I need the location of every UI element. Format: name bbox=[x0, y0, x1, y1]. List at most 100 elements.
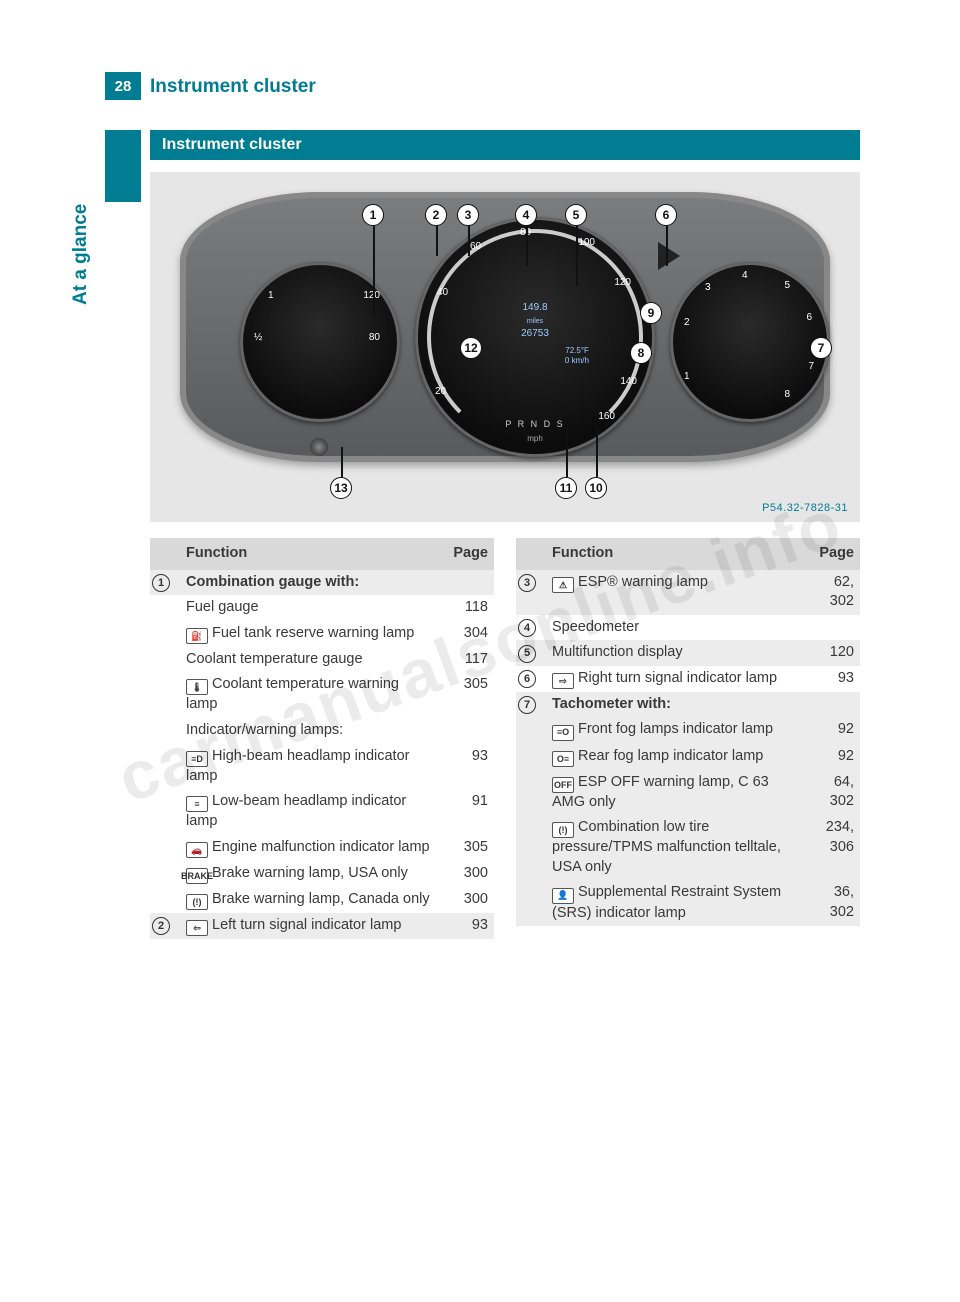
row-index bbox=[150, 721, 186, 741]
row-function: Tachometer with: bbox=[552, 695, 804, 715]
row-text: Low-beam headlamp indicator lamp bbox=[186, 793, 406, 829]
row-index bbox=[150, 890, 186, 910]
multifunction-display: 149.8 miles 26753 72.5°F 0 km/h bbox=[521, 301, 549, 367]
row-page: 120 bbox=[804, 643, 860, 663]
row-text: Speedometer bbox=[552, 619, 639, 635]
speedo-num: 20 bbox=[435, 386, 446, 397]
speedo-num: 120 bbox=[614, 277, 631, 288]
row-function: 🚗Engine malfunction indicator lamp bbox=[186, 838, 438, 858]
callout-11: 11 bbox=[555, 477, 577, 499]
table-row: 1Combination gauge with: bbox=[150, 570, 494, 596]
row-index: 1 bbox=[150, 573, 186, 593]
row-index bbox=[516, 720, 552, 740]
indicator-icon: ≡O bbox=[552, 725, 574, 741]
row-text: Brake warning lamp, USA only bbox=[212, 865, 408, 881]
row-page: 36,302 bbox=[804, 883, 860, 923]
row-page: 305 bbox=[438, 675, 494, 715]
row-index: 6 bbox=[516, 669, 552, 689]
callout-9: 9 bbox=[640, 302, 662, 324]
row-text: Supplemental Restraint System (SRS) indi… bbox=[552, 884, 781, 920]
indicator-icon: ⇨ bbox=[552, 673, 574, 689]
page-number: 28 bbox=[105, 72, 141, 100]
right-turn-arrow-icon bbox=[658, 242, 680, 270]
tach-num: 2 bbox=[684, 317, 690, 328]
row-function: ⇦Left turn signal indicator lamp bbox=[186, 916, 438, 936]
row-text: Rear fog lamp indicator lamp bbox=[578, 748, 763, 764]
row-index bbox=[516, 818, 552, 877]
row-page: 93 bbox=[438, 747, 494, 787]
row-page: 305 bbox=[438, 838, 494, 858]
callout-3: 3 bbox=[457, 204, 479, 226]
row-function: ≡Low-beam headlamp indicator lamp bbox=[186, 792, 438, 832]
row-index bbox=[150, 650, 186, 670]
row-index: 5 bbox=[516, 643, 552, 663]
row-index: 3 bbox=[516, 573, 552, 612]
row-page: 300 bbox=[438, 864, 494, 884]
callout-lead bbox=[596, 427, 598, 477]
row-text: Fuel gauge bbox=[186, 599, 259, 615]
row-page: 118 bbox=[438, 598, 494, 618]
tachometer: 1 2 3 4 5 6 7 8 bbox=[670, 262, 830, 422]
row-text: Front fog lamps indicator lamp bbox=[578, 721, 773, 737]
speedo-num: 160 bbox=[598, 411, 615, 422]
chapter-title: Instrument cluster bbox=[150, 76, 316, 98]
row-text: Coolant temperature gauge bbox=[186, 651, 363, 667]
table-row: OFFESP OFF warning lamp, C 63 AMG only64… bbox=[516, 770, 860, 816]
row-index bbox=[516, 747, 552, 767]
row-function: (!)Combination low tire pressure/TPMS ma… bbox=[552, 818, 804, 877]
callout-12: 12 bbox=[460, 337, 482, 359]
instrument-cluster-diagram: ½ 1 120 80 149.8 miles 26753 72.5°F 0 km… bbox=[150, 172, 860, 522]
row-function: Fuel gauge bbox=[186, 598, 438, 618]
side-label: At a glance bbox=[70, 204, 92, 305]
row-index bbox=[150, 598, 186, 618]
row-text: Fuel tank reserve warning lamp bbox=[212, 625, 414, 641]
indicator-icon: ≡D bbox=[186, 751, 208, 767]
speedo-num: 60 bbox=[470, 241, 481, 252]
tach-num: 6 bbox=[806, 312, 812, 323]
reset-knob bbox=[310, 438, 328, 456]
table-row: ≡DHigh-beam headlamp indicator lamp93 bbox=[150, 744, 494, 790]
row-index bbox=[516, 883, 552, 923]
row-page: 92 bbox=[804, 720, 860, 740]
tach-num: 1 bbox=[684, 371, 690, 382]
table-row: 🚗Engine malfunction indicator lamp305 bbox=[150, 835, 494, 861]
tach-num: 5 bbox=[784, 280, 790, 291]
speedo-num: 140 bbox=[620, 376, 637, 387]
table-row: BRAKEBrake warning lamp, USA only300 bbox=[150, 861, 494, 887]
indicator-icon: O≡ bbox=[552, 751, 574, 767]
row-index bbox=[150, 675, 186, 715]
row-index bbox=[150, 792, 186, 832]
row-text: Brake warning lamp, Canada only bbox=[212, 891, 430, 907]
row-page: 92 bbox=[804, 747, 860, 767]
callout-lead bbox=[341, 447, 343, 477]
table-row: 5Multifunction display 120 bbox=[516, 640, 860, 666]
row-page: 117 bbox=[438, 650, 494, 670]
row-text: Left turn signal indicator lamp bbox=[212, 917, 401, 933]
table-row: (!)Combination low tire pressure/TPMS ma… bbox=[516, 815, 860, 880]
table-row: Indicator/warning lamps: bbox=[150, 718, 494, 744]
row-index bbox=[150, 747, 186, 787]
tach-num: 4 bbox=[742, 270, 748, 281]
row-page bbox=[804, 618, 860, 638]
row-text: ESP OFF warning lamp, C 63 AMG only bbox=[552, 774, 769, 810]
row-index: 2 bbox=[150, 916, 186, 936]
combination-gauge: ½ 1 120 80 bbox=[240, 262, 400, 422]
table-row: 👤Supplemental Restraint System (SRS) ind… bbox=[516, 880, 860, 926]
gauge-num: 120 bbox=[363, 290, 380, 301]
callout-lead bbox=[576, 226, 578, 286]
callout-10: 10 bbox=[585, 477, 607, 499]
table-header: Function Page bbox=[150, 538, 494, 570]
gauge-num: 1 bbox=[268, 290, 274, 301]
row-function: ≡OFront fog lamps indicator lamp bbox=[552, 720, 804, 740]
callout-8: 8 bbox=[630, 342, 652, 364]
row-text: Indicator/warning lamps: bbox=[186, 722, 343, 738]
row-page: 304 bbox=[438, 624, 494, 644]
row-index bbox=[150, 838, 186, 858]
row-function: (!)Brake warning lamp, Canada only bbox=[186, 890, 438, 910]
table-row: 2⇦Left turn signal indicator lamp93 bbox=[150, 913, 494, 939]
row-text: Multifunction display bbox=[552, 644, 683, 660]
row-index bbox=[150, 624, 186, 644]
row-function: 👤Supplemental Restraint System (SRS) ind… bbox=[552, 883, 804, 923]
callout-5: 5 bbox=[565, 204, 587, 226]
row-function: BRAKEBrake warning lamp, USA only bbox=[186, 864, 438, 884]
